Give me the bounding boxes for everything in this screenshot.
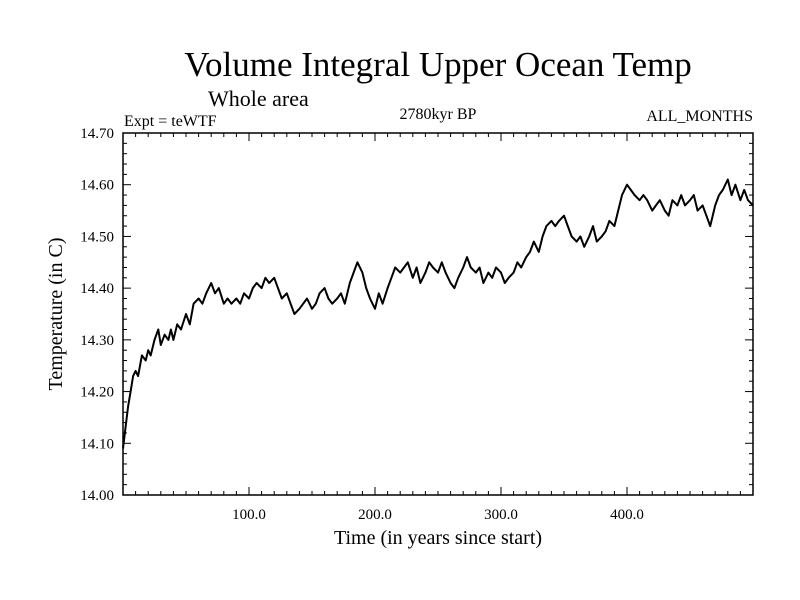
months-label: ALL_MONTHS [646, 108, 753, 125]
y-axis-tick-labels: 14.00 14.10 14.20 14.30 14.40 14.50 14.60 14.70 [80, 126, 114, 504]
experiment-label: Expt = teWTF [124, 113, 217, 130]
x-axis-tick-labels: 100.0 200.0 300.0 400.0 [232, 507, 644, 523]
y-tick-label: 14.50 [80, 229, 114, 245]
y-axis-ticks [123, 142, 753, 486]
x-tick-label: 100.0 [232, 507, 266, 523]
y-tick-label: 14.40 [80, 281, 114, 297]
x-tick-label: 400.0 [610, 507, 644, 523]
x-tick-label: 300.0 [484, 507, 518, 523]
y-tick-label: 14.60 [80, 178, 114, 194]
x-axis-ticks [135, 133, 741, 495]
y-tick-label: 14.00 [80, 488, 114, 504]
y-tick-label: 14.20 [80, 385, 114, 401]
y-tick-label: 14.30 [80, 333, 114, 349]
chart-title: Volume Integral Upper Ocean Temp [184, 45, 691, 84]
y-tick-label: 14.10 [80, 436, 114, 452]
y-tick-label: 14.70 [80, 126, 114, 142]
plot-frame [122, 132, 754, 496]
x-axis-label: Time (in years since start) [334, 527, 542, 549]
x-tick-label: 200.0 [358, 507, 392, 523]
y-axis-label: Temperature (in C) [45, 238, 67, 391]
series-line-tewtf [122, 178, 754, 449]
period-label: 2780kyr BP [400, 106, 477, 123]
chart-subtitle: Whole area [208, 86, 309, 111]
